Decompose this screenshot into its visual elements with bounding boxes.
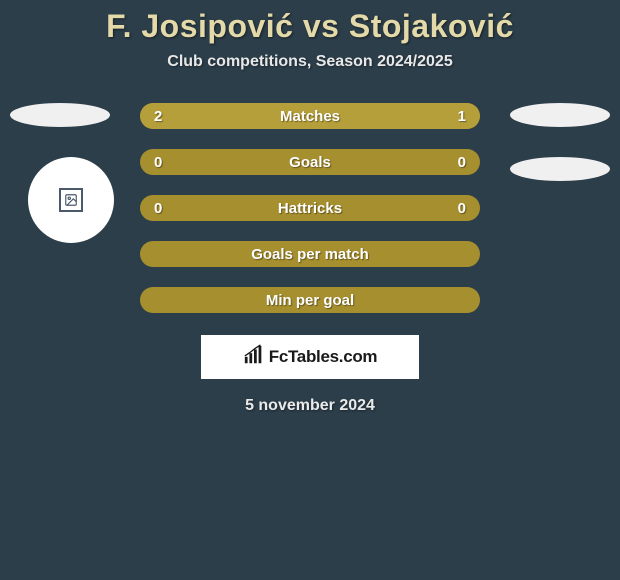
page-title: F. Josipović vs Stojaković: [0, 8, 620, 45]
player-right-badge-1: [510, 103, 610, 127]
stat-row: 0 Hattricks 0: [140, 195, 480, 221]
stat-row: 0 Goals 0: [140, 149, 480, 175]
stat-row: 2 Matches 1: [140, 103, 480, 129]
stat-right-value: 0: [458, 154, 466, 171]
stats-container: 2 Matches 1 0 Goals 0 0 Hattricks 0 Goals per mat…: [0, 103, 620, 313]
stat-left-value: 0: [154, 200, 162, 217]
date-text: 5 november 2024: [0, 397, 620, 415]
player-right-badge-2: [510, 157, 610, 181]
stat-left-value: 0: [154, 154, 162, 171]
stat-row: Goals per match: [140, 241, 480, 267]
stat-label: Goals per match: [251, 246, 369, 263]
stat-label: Matches: [280, 108, 340, 125]
player-left-avatar: [28, 157, 114, 243]
brand-box[interactable]: FcTables.com: [201, 335, 419, 379]
player-left-badge-1: [10, 103, 110, 127]
stat-row: Min per goal: [140, 287, 480, 313]
stat-left-value: 2: [154, 108, 162, 125]
stat-label: Min per goal: [266, 292, 354, 309]
brand-text: FcTables.com: [269, 347, 378, 367]
stat-rows: 2 Matches 1 0 Goals 0 0 Hattricks 0 Goals per mat…: [140, 103, 480, 313]
avatar-placeholder-icon: [59, 188, 83, 212]
page-subtitle: Club competitions, Season 2024/2025: [0, 53, 620, 71]
stat-right-value: 0: [458, 200, 466, 217]
stat-right-value: 1: [458, 108, 466, 125]
stat-label: Goals: [289, 154, 331, 171]
bar-chart-icon: [243, 344, 265, 371]
stat-label: Hattricks: [278, 200, 342, 217]
